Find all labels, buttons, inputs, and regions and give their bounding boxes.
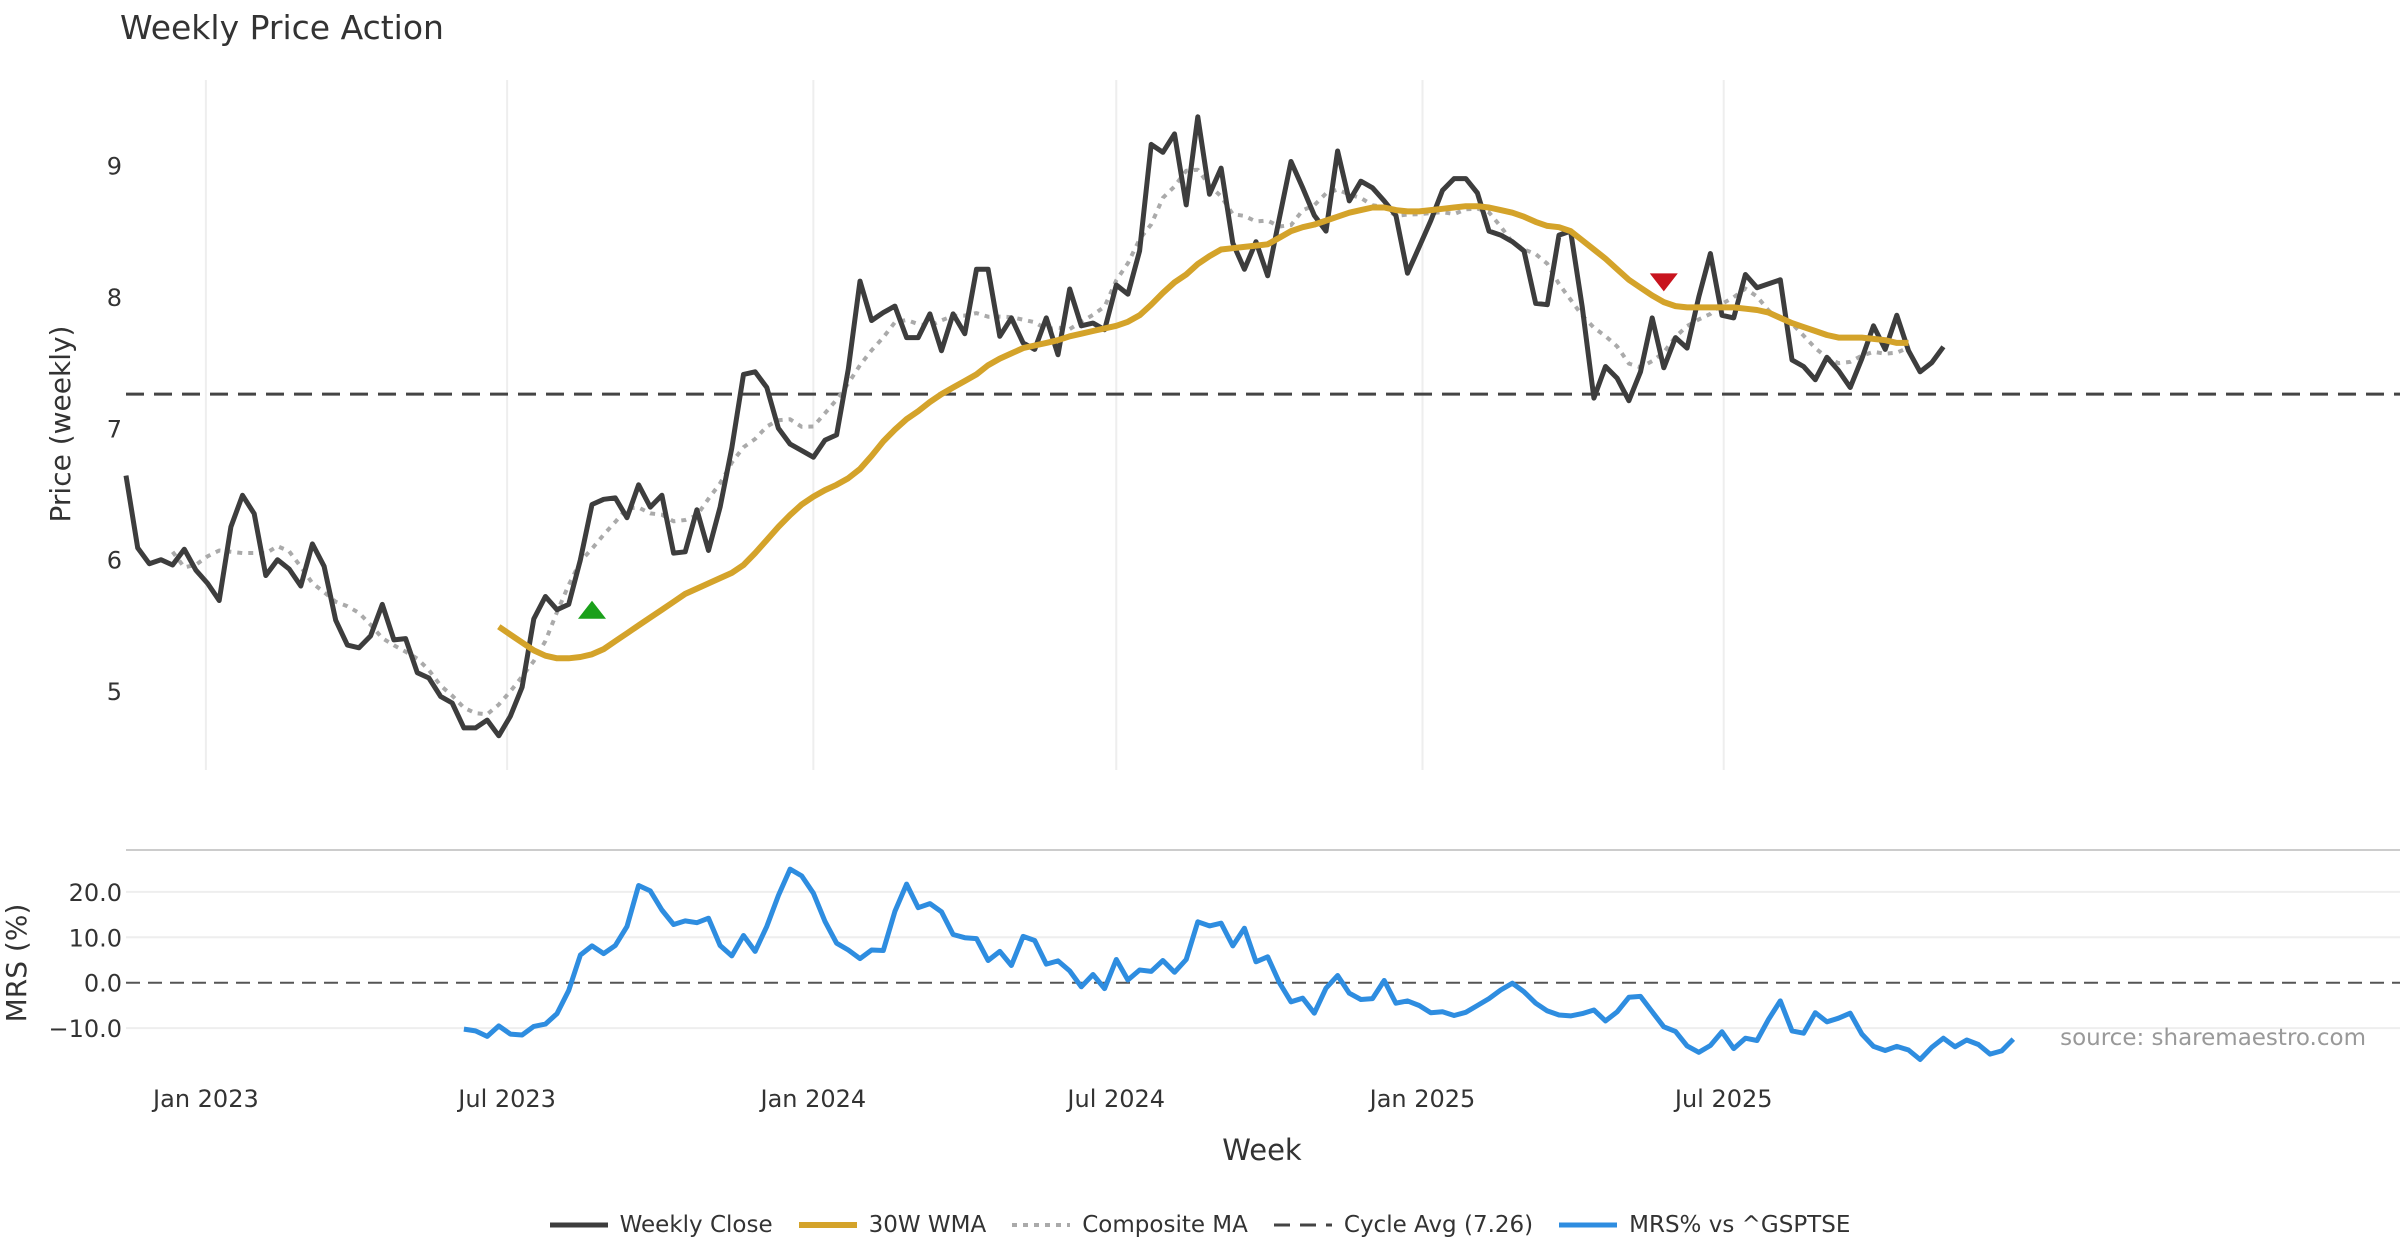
- mrs-y-ticks: 20.0 10.0 0.0 −10.0: [48, 879, 122, 1043]
- mrs-y-tick-label: 0.0: [84, 970, 122, 998]
- mrs-y-tick-label: −10.0: [48, 1015, 122, 1043]
- price-grid: [204, 80, 1725, 770]
- legend-item-close: Weekly Close: [549, 1212, 773, 1238]
- legend: Weekly Close 30W WMA Composite MA Cycle …: [0, 1212, 2400, 1238]
- legend-label-wma: 30W WMA: [868, 1212, 987, 1238]
- legend-swatch-composite: [1012, 1223, 1071, 1227]
- legend-item-mrs: MRS% vs ^GSPTSE: [1559, 1212, 1850, 1238]
- legend-label-close: Weekly Close: [619, 1212, 773, 1238]
- price-y-tick-label: 5: [107, 678, 122, 706]
- legend-item-cycle: Cycle Avg (7.26): [1273, 1212, 1534, 1238]
- x-axis-ticks: Jan 2023 Jul 2023 Jan 2024 Jul 2024 Jan 2025…: [151, 1085, 1773, 1113]
- mrs-y-tick-label: 10.0: [69, 924, 122, 952]
- legend-swatch-cycle: [1273, 1223, 1332, 1227]
- weekly-close-line: [123, 114, 1946, 739]
- sell-signal-marker: [1649, 273, 1678, 292]
- price-y-label: Price (weekly): [44, 326, 77, 523]
- legend-label-mrs: MRS% vs ^GSPTSE: [1629, 1212, 1851, 1238]
- price-y-tick-label: 8: [107, 284, 122, 312]
- chart-title: Weekly Price Action: [120, 8, 444, 47]
- legend-item-composite: Composite MA: [1012, 1212, 1248, 1238]
- wma-30w-line: [497, 203, 1909, 662]
- price-y-tick-label: 6: [107, 547, 122, 575]
- mrs-line: [463, 866, 2016, 1062]
- legend-item-wma: 30W WMA: [798, 1212, 987, 1238]
- x-axis-label: Week: [1222, 1133, 1302, 1167]
- mrs-y-label: MRS (%): [0, 904, 33, 1023]
- price-y-ticks: 5 6 7 8 9: [107, 152, 122, 706]
- composite-ma-line: [171, 167, 1910, 717]
- mrs-y-tick-label: 20.0: [69, 879, 122, 907]
- price-y-tick-label: 9: [107, 152, 122, 180]
- legend-label-composite: Composite MA: [1082, 1212, 1248, 1238]
- legend-swatch-mrs: [1559, 1222, 1618, 1228]
- x-tick-label: Jan 2024: [758, 1085, 866, 1113]
- x-tick-label: Jan 2025: [1368, 1085, 1476, 1113]
- x-tick-label: Jul 2024: [1065, 1085, 1165, 1113]
- price-y-tick-label: 7: [107, 415, 122, 443]
- legend-label-cycle: Cycle Avg (7.26): [1343, 1212, 1534, 1238]
- source-annotation: source: sharemaestro.com: [2060, 1025, 2366, 1051]
- x-tick-label: Jan 2023: [151, 1085, 259, 1113]
- legend-swatch-close: [549, 1222, 608, 1228]
- buy-signal-marker: [578, 600, 606, 619]
- x-tick-label: Jul 2023: [456, 1085, 556, 1113]
- x-tick-label: Jul 2025: [1673, 1085, 1773, 1113]
- legend-swatch-wma: [798, 1222, 857, 1228]
